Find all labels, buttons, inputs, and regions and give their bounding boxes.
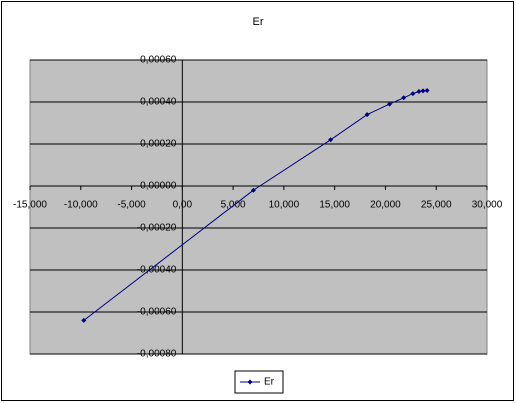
- x-tick-label: -10,000: [64, 200, 98, 211]
- x-tick-label: 15,000: [319, 200, 350, 211]
- y-tick-label: 0,00060: [140, 55, 177, 66]
- point: [416, 89, 422, 94]
- x-tick-label: -5,000: [117, 200, 146, 211]
- x-tick-label: 0,00: [173, 200, 193, 211]
- plot-area: [29, 59, 488, 355]
- y-tick-label: -0,00060: [137, 307, 177, 318]
- chart-title: Er: [253, 16, 264, 28]
- x-tick-label: 10,000: [269, 200, 300, 211]
- point: [410, 91, 416, 97]
- point: [387, 101, 393, 107]
- point: [328, 137, 334, 143]
- y-tick-label: -0,00080: [137, 349, 177, 360]
- y-tick-label: -0,00020: [137, 223, 177, 234]
- point: [81, 317, 87, 323]
- legend-marker: [247, 379, 253, 385]
- x-tick-label: -15,000: [13, 200, 47, 211]
- x-tick-label: 30,000: [472, 200, 503, 211]
- point: [424, 87, 430, 93]
- point: [420, 88, 426, 94]
- y-tick-label: 0,00020: [140, 139, 177, 150]
- y-tick-label: 0,00040: [140, 97, 177, 108]
- x-tick-label: 20,000: [370, 200, 401, 211]
- point: [401, 95, 407, 101]
- point: [250, 187, 256, 193]
- x-tick-label: 25,000: [421, 200, 452, 211]
- y-tick-label: -0,00040: [137, 265, 177, 276]
- point: [364, 112, 370, 118]
- legend-label: Er: [264, 377, 275, 388]
